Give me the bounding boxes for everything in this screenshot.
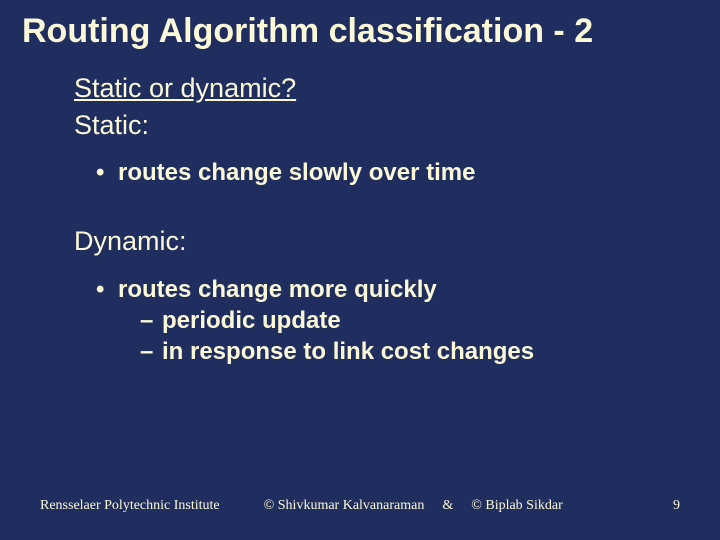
slide-content: Static or dynamic? Static: routes change… bbox=[74, 71, 672, 367]
section1-bullet: routes change slowly over time bbox=[96, 157, 672, 188]
slide: Routing Algorithm classification - 2 Sta… bbox=[0, 0, 720, 540]
section2-subheading: Dynamic: bbox=[74, 224, 672, 259]
spacer bbox=[74, 188, 672, 224]
footer-institute: Rensselaer Polytechnic Institute bbox=[40, 498, 220, 514]
footer: Rensselaer Polytechnic Institute © Shivk… bbox=[0, 498, 720, 514]
footer-page-number: 9 bbox=[673, 498, 680, 514]
section2-bullet: routes change more quickly bbox=[96, 274, 672, 305]
footer-copyright-1: © Shivkumar Kalvanaraman bbox=[264, 498, 425, 514]
section2-subbullet-1: periodic update bbox=[140, 305, 672, 336]
footer-copyright-2: © Biplab Sikdar bbox=[471, 498, 563, 514]
spacer bbox=[74, 143, 672, 157]
section2-subbullet-2: in response to link cost changes bbox=[140, 336, 672, 367]
slide-title: Routing Algorithm classification - 2 bbox=[22, 12, 702, 51]
section1-subheading: Static: bbox=[74, 108, 672, 143]
spacer bbox=[74, 260, 672, 274]
footer-ampersand: & bbox=[442, 498, 453, 514]
section1-heading: Static or dynamic? bbox=[74, 71, 672, 106]
